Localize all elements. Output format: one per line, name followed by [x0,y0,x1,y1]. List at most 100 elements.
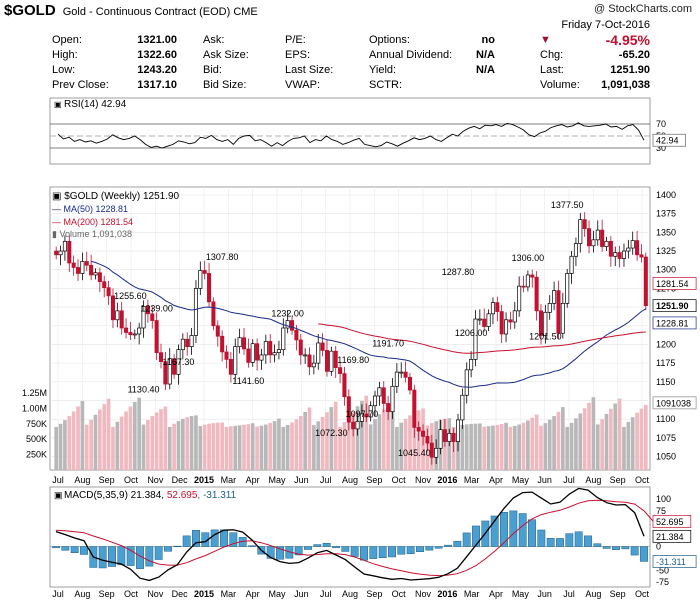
volume-bar [176,421,181,470]
candle [106,287,111,297]
quote-label: Ask Size: [203,49,249,61]
volume-bar [63,420,67,470]
price-annotation: 1141.60 [232,376,264,386]
x-tick-label-bottom: Jul [52,589,64,599]
candle [595,229,600,241]
volume-bar [272,421,277,470]
macd-histogram-bar [462,532,471,547]
candle [80,261,85,274]
rsi-tick: 70 [656,119,666,129]
quote-label: Annual Dividend: [369,49,453,61]
candle [167,358,172,385]
price-annotation: 1167.30 [163,357,195,367]
volume-bar [255,426,259,470]
macd-histogram-bar [565,533,574,547]
candle [447,433,452,442]
volume-bar [54,426,59,470]
candle [250,343,255,363]
macd-histogram-bar [378,546,387,559]
candle [119,310,124,329]
candle [54,250,59,256]
x-tick-label-bottom: Aug [585,589,601,599]
price-tick: 1075 [656,433,676,443]
x-tick-label: Mar [464,475,480,485]
volume-bar [517,424,521,470]
candle [552,290,557,304]
x-tick-label-bottom: 2015 [194,589,214,599]
chart-title: $GOLD Gold - Continuous Contract (EOD) C… [4,2,258,19]
macd-histogram-bar [332,546,340,549]
macd-histogram-bar [518,513,527,547]
candle [482,318,487,327]
volume-bar [604,413,609,470]
macd-title: MACD(5,35,9) 21.384, 52.695, -31.311 [64,490,237,501]
x-tick-label-bottom: Aug [74,589,90,599]
volume-bar [220,422,224,470]
price-tick: 1300 [656,265,676,275]
x-tick-label-bottom: Oct [635,589,650,599]
volume-bar [613,403,618,470]
price-tick: 1150 [656,377,675,387]
volume-bar [351,411,356,470]
volume-bar [504,422,508,470]
x-tick-label: Sep [610,475,626,485]
macd-histogram-bar [444,544,452,547]
quote-value: 1243.20 [137,64,177,76]
volume-tick: 250K [26,450,47,460]
x-tick-label: Mar [221,475,237,485]
candle [324,350,329,372]
price-annotation: 1130.40 [128,384,160,394]
candle [355,421,360,430]
candle [464,369,469,396]
quote-label: Yield: [369,64,397,76]
candle [530,274,535,278]
macd-histogram-bar [173,545,182,547]
volume-bar [229,426,233,470]
candle [460,394,465,421]
volume-bar [609,408,613,470]
volume-bar [211,423,216,470]
volume-bar [137,397,142,470]
x-tick-label-bottom: Jul [320,589,332,599]
candle [237,337,242,348]
macd-histogram-bar [229,532,238,547]
macd-histogram-bar [416,546,424,553]
candle [403,371,408,378]
candle [617,252,622,259]
volume-bar [67,416,72,470]
candle [613,252,618,257]
candle [560,302,565,334]
quote-label: Ask: [203,34,225,46]
candle [316,342,321,364]
candle [224,351,229,360]
candle [569,255,574,274]
quote-label: Chg: [540,49,564,61]
price-tick: 1375 [656,209,676,219]
volume-bar [643,404,648,470]
volume-bar [395,426,399,470]
candle [294,329,299,341]
macd-histogram-bar [584,535,592,547]
volume-tick: 750K [26,419,47,429]
volume-bar [333,401,338,470]
candle [89,264,94,276]
volume-bar [250,423,255,470]
x-tick-label: Aug [342,475,358,485]
candle [499,311,504,335]
candle [180,338,185,351]
x-tick-label-bottom: Oct [392,589,407,599]
macd-histogram-bar [556,538,564,547]
macd-legend-icon: ▣ [54,490,63,500]
x-tick-label: Aug [74,475,90,485]
volume-bar [486,426,491,470]
exchange: CME [233,6,258,18]
chart-header: $GOLD Gold - Continuous Contract (EOD) C… [0,0,700,95]
volume-bar [181,418,185,470]
candle [421,430,426,437]
price-tick: 1400 [656,190,676,200]
quote-label: SCTR: [369,79,402,91]
candle [587,228,592,247]
candle [176,349,181,375]
candle [390,385,395,413]
quote-label: EPS: [285,49,311,61]
